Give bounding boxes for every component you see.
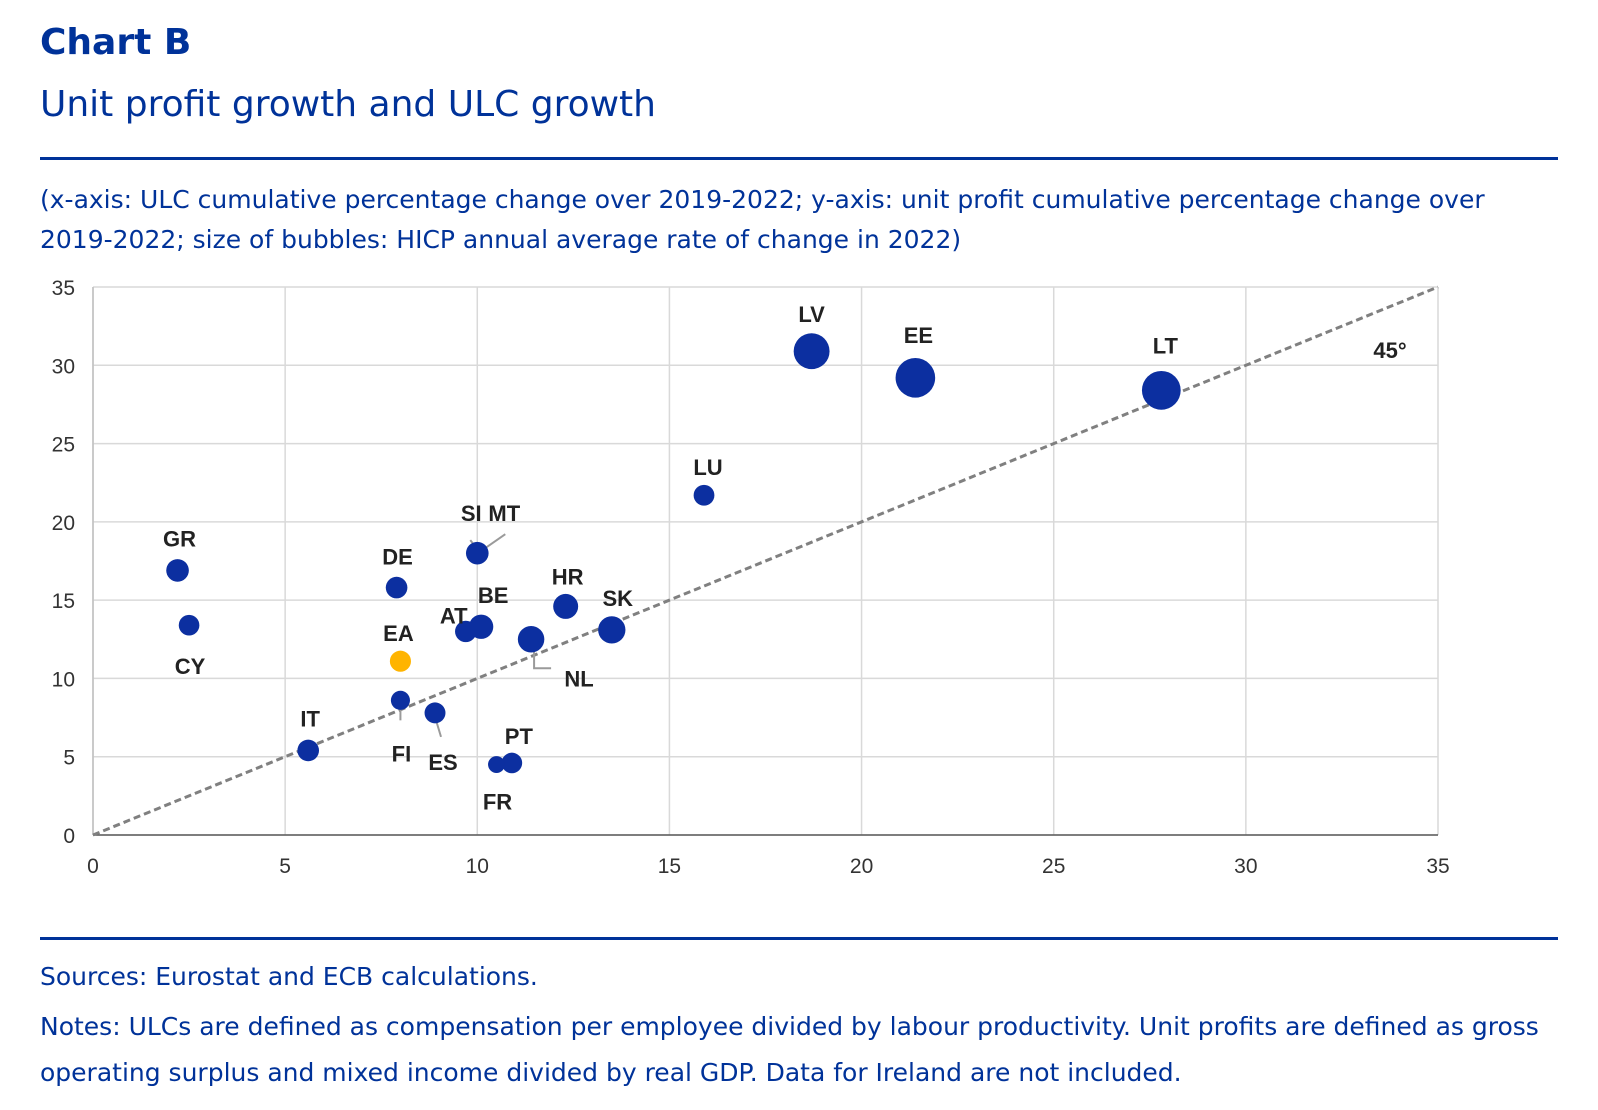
point-it xyxy=(297,739,320,762)
x-tick-label: 0 xyxy=(87,855,99,878)
point-label-pt: PT xyxy=(505,724,534,749)
point-label-lv: LV xyxy=(798,302,825,327)
point-fr xyxy=(488,756,505,773)
point-be xyxy=(468,614,494,639)
point-label-sk: SK xyxy=(603,586,634,611)
scatter-plot: 0 5 10 15 20 25 30 35 0 5 10 15 20 25 30 35 45° GR CY DE E… xyxy=(52,277,1450,878)
point-label-it: IT xyxy=(300,706,320,731)
point-label-be: BE xyxy=(478,583,509,608)
point-label-lt: LT xyxy=(1153,333,1179,358)
point-mt xyxy=(468,544,486,562)
bottom-divider xyxy=(40,937,1558,940)
point-label-mt: MT xyxy=(488,501,520,526)
point-label-si: SI xyxy=(461,501,482,526)
point-lt xyxy=(1141,370,1181,410)
chart-label: Chart B xyxy=(40,22,192,63)
point-label-fr: FR xyxy=(483,790,512,815)
point-lv xyxy=(793,333,830,370)
point-pt xyxy=(501,752,523,774)
x-tick-label: 5 xyxy=(279,855,291,878)
point-label-lu: LU xyxy=(693,455,722,480)
x-tick-label: 30 xyxy=(1234,855,1257,878)
y-tick-label: 30 xyxy=(52,355,75,378)
grid xyxy=(92,286,1439,836)
point-label-es: ES xyxy=(428,750,457,775)
point-label-nl: NL xyxy=(564,666,593,691)
point-ea xyxy=(389,650,411,672)
point-de xyxy=(385,576,408,599)
data-points xyxy=(166,333,1181,774)
reference-line-group: 45° xyxy=(92,285,1439,837)
point-nl xyxy=(517,626,545,653)
y-tick-label: 0 xyxy=(63,825,75,848)
chart-title: Unit profit growth and ULC growth xyxy=(40,84,656,125)
y-tick-label: 5 xyxy=(63,747,75,770)
y-tick-label: 35 xyxy=(52,277,75,300)
x-tick-label: 20 xyxy=(850,855,873,878)
top-divider xyxy=(40,157,1558,160)
point-label-gr: GR xyxy=(163,526,196,551)
x-tick-label: 15 xyxy=(658,855,681,878)
point-fi xyxy=(390,690,410,710)
y-tick-label: 10 xyxy=(52,668,75,691)
point-cy xyxy=(178,614,200,636)
sources-note: Sources: Eurostat and ECB calculations. xyxy=(40,962,538,991)
y-tick-label: 15 xyxy=(52,590,75,613)
point-lu xyxy=(693,484,715,506)
reference-line-label: 45° xyxy=(1373,338,1406,363)
point-label-cy: CY xyxy=(175,654,206,679)
point-label-ea: EA xyxy=(383,621,414,646)
y-tick-label: 20 xyxy=(52,512,75,535)
chart-subtitle: (x-axis: ULC cumulative percentage chang… xyxy=(40,185,1485,254)
x-tick-label: 35 xyxy=(1426,855,1449,878)
axes: 0 5 10 15 20 25 30 35 0 5 10 15 20 25 30 35 xyxy=(52,277,1450,878)
point-label-at: AT xyxy=(440,603,468,628)
point-ee xyxy=(895,358,936,398)
point-labels: GR CY DE EA FI ES IT AT BE SI MT NL HR SK PT FR LU LV EE LT xyxy=(163,302,1178,814)
x-tick-label: 10 xyxy=(466,855,489,878)
point-label-fi: FI xyxy=(392,741,412,766)
x-tick-label: 25 xyxy=(1042,855,1065,878)
point-sk xyxy=(598,616,626,644)
point-label-ee: EE xyxy=(904,323,933,348)
y-tick-label: 25 xyxy=(52,434,75,457)
notes-text: Notes: ULCs are defined as compensation … xyxy=(40,1012,1539,1087)
point-hr xyxy=(553,593,579,619)
leader-lines xyxy=(399,339,1165,738)
point-label-hr: HR xyxy=(552,564,584,589)
point-gr xyxy=(166,559,189,582)
point-label-de: DE xyxy=(382,545,413,570)
reference-line-45 xyxy=(92,285,1439,837)
leader-line-nl xyxy=(533,649,552,670)
point-es xyxy=(424,702,446,724)
